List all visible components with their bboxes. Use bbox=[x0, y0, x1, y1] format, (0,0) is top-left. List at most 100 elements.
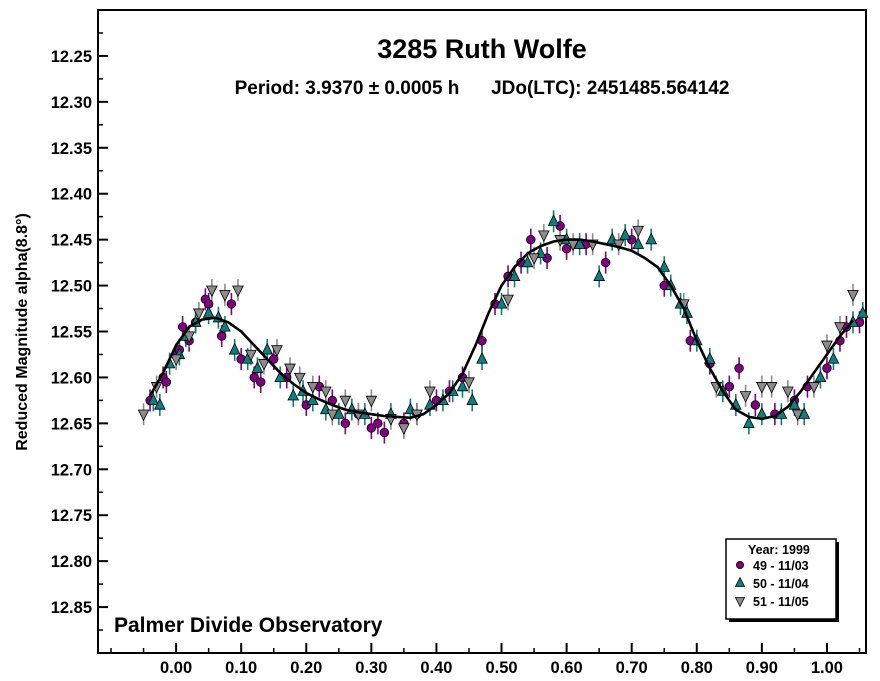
y-tick-label: 12.45 bbox=[51, 232, 92, 250]
x-axis: 0.00 0.10 0.20 0.30 0.40 0.50 0.60 0.70 0.80 0.90… bbox=[110, 643, 861, 677]
data-point-triangle-down bbox=[791, 409, 804, 422]
data-point-circle bbox=[526, 234, 536, 245]
y-tick-label: 12.60 bbox=[51, 369, 92, 387]
data-point-triangle-down bbox=[834, 322, 846, 335]
data-point-triangle-up bbox=[547, 214, 560, 226]
data-point-triangle-up bbox=[827, 351, 840, 364]
data-point-triangle-up bbox=[814, 370, 827, 383]
data-point-triangle-up bbox=[632, 237, 645, 249]
data-point-circle bbox=[600, 257, 611, 268]
y-tick-label: 12.70 bbox=[51, 461, 92, 479]
legend: Year: 1999 49 - 11/03 50 - 11/04 51 - 11/0… bbox=[725, 538, 839, 622]
data-point-triangle-down bbox=[502, 294, 514, 307]
x-tick-label: 0.90 bbox=[746, 659, 778, 677]
legend-marker-circle bbox=[736, 561, 745, 570]
y-tick-label: 12.65 bbox=[51, 415, 92, 433]
x-tick-label: 0.60 bbox=[551, 659, 583, 677]
y-tick-label: 12.55 bbox=[51, 324, 92, 342]
legend-marker-triangle-up bbox=[734, 576, 746, 587]
x-tick-label: 0.70 bbox=[616, 659, 648, 677]
data-point-circle bbox=[750, 400, 761, 410]
chart-subtitle: Period: 3.9370 ± 0.0005 h JDo(LTC): 2451… bbox=[235, 78, 730, 99]
data-point-triangle-down bbox=[284, 363, 296, 376]
data-point-triangle-down bbox=[424, 386, 436, 399]
legend-shadow bbox=[836, 542, 839, 622]
legend-entry-label: 49 - 11/03 bbox=[753, 559, 809, 573]
data-point-triangle-down bbox=[170, 354, 182, 367]
data-point-triangle-down bbox=[293, 372, 306, 385]
data-point-triangle-down bbox=[365, 395, 378, 408]
data-point-circle bbox=[226, 299, 237, 309]
legend-shadow-bottom bbox=[729, 619, 839, 622]
data-point-triangle-up bbox=[219, 319, 231, 332]
data-point-triangle-up bbox=[619, 227, 632, 240]
data-point-triangle-down bbox=[319, 386, 332, 399]
data-point-triangle-up bbox=[306, 393, 319, 405]
legend-entry-label: 50 - 11/04 bbox=[753, 577, 809, 591]
x-tick-label: 0.30 bbox=[355, 659, 387, 677]
data-point-triangle-up bbox=[251, 361, 264, 373]
y-tick-label: 12.75 bbox=[51, 507, 92, 525]
data-point-triangle-up bbox=[147, 393, 160, 405]
data-point-triangle-down bbox=[847, 290, 859, 302]
data-point-circle bbox=[734, 363, 744, 373]
data-point-circle bbox=[561, 244, 572, 254]
data-point-triangle-up bbox=[508, 269, 521, 281]
data-point-triangle-down bbox=[206, 285, 218, 298]
y-tick-label: 12.30 bbox=[51, 94, 92, 112]
data-point-triangle-down bbox=[183, 331, 195, 344]
data-point-triangle-down bbox=[193, 308, 205, 321]
data-point-circle bbox=[216, 331, 227, 341]
chart-title: 3285 Ruth Wolfe bbox=[377, 34, 587, 64]
legend-box bbox=[725, 538, 837, 620]
x-tick-label: 1.00 bbox=[811, 659, 843, 677]
data-point-triangle-down bbox=[306, 382, 319, 394]
data-point-circle bbox=[161, 377, 172, 387]
data-point-triangle-down bbox=[463, 377, 475, 390]
y-tick-label: 12.35 bbox=[51, 140, 92, 158]
data-point-triangle-up bbox=[287, 388, 300, 401]
legend-marker-triangle-down bbox=[734, 597, 746, 608]
data-point-triangle-up bbox=[228, 342, 241, 355]
data-point-triangle-up bbox=[456, 379, 469, 392]
data-point-triangle-up bbox=[743, 416, 755, 428]
data-point-triangle-up bbox=[645, 232, 658, 245]
data-point-triangle-down bbox=[271, 345, 283, 357]
x-tick-label: 0.00 bbox=[160, 659, 192, 677]
data-point-triangle-up bbox=[495, 296, 508, 309]
data-point-triangle-down bbox=[245, 349, 257, 362]
x-tick-label: 0.20 bbox=[290, 659, 322, 677]
data-point-triangle-up bbox=[153, 397, 166, 410]
data-point-triangle-down bbox=[339, 395, 352, 408]
y-axis-label: Reduced Magnitude alpha(8.8°) bbox=[14, 213, 31, 451]
data-point-circle bbox=[822, 363, 832, 373]
data-point-triangle-down bbox=[756, 382, 768, 394]
y-tick-label: 12.25 bbox=[51, 48, 92, 66]
data-point-triangle-down bbox=[258, 359, 270, 371]
data-point-circle bbox=[249, 372, 259, 383]
data-point-triangle-up bbox=[261, 342, 274, 355]
data-point-triangle-down bbox=[326, 409, 339, 422]
y-tick-label: 12.80 bbox=[51, 553, 92, 571]
x-tick-label: 0.40 bbox=[420, 659, 452, 677]
data-point-triangle-up bbox=[466, 393, 479, 405]
data-point-triangle-down bbox=[219, 290, 231, 302]
data-point-circle bbox=[379, 427, 390, 438]
data-point-triangle-up bbox=[658, 260, 671, 272]
data-point-triangle-up bbox=[521, 255, 534, 268]
credit-text: Palmer Divide Observatory bbox=[114, 614, 383, 637]
legend-title: Year: 1999 bbox=[748, 543, 810, 557]
data-point-circle bbox=[366, 423, 377, 433]
data-point-triangle-up bbox=[856, 306, 869, 318]
y-tick-label: 12.50 bbox=[51, 278, 92, 296]
legend-entry-label: 51 - 11/05 bbox=[753, 595, 809, 609]
data-point-triangle-down bbox=[765, 382, 778, 394]
data-points bbox=[137, 214, 869, 438]
x-tick-label: 0.80 bbox=[681, 659, 713, 677]
data-point-circle bbox=[256, 377, 266, 387]
x-tick-label: 0.10 bbox=[225, 659, 257, 677]
data-point-circle bbox=[724, 381, 735, 392]
data-point-circle bbox=[340, 418, 351, 429]
data-point-triangle-down bbox=[537, 230, 550, 243]
